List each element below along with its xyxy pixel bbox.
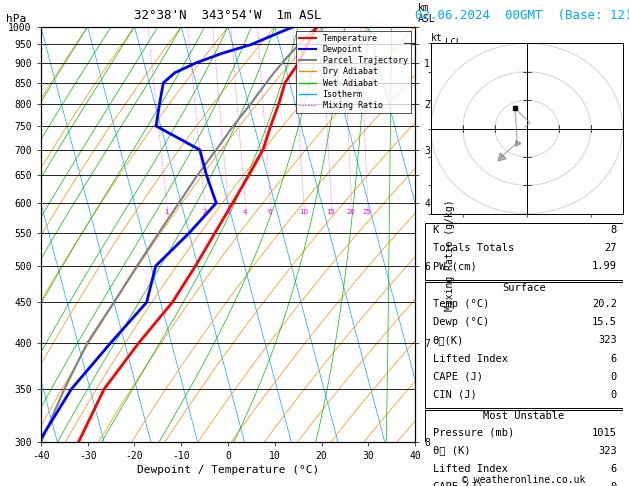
- Text: Mixing Ratio (g/kg): Mixing Ratio (g/kg): [445, 199, 455, 311]
- Text: 02.06.2024  00GMT  (Base: 12): 02.06.2024 00GMT (Base: 12): [415, 9, 629, 22]
- Text: 8: 8: [611, 226, 617, 235]
- Text: 6: 6: [611, 464, 617, 474]
- Text: 1: 1: [165, 208, 169, 215]
- Text: kt: kt: [431, 34, 443, 43]
- Text: 4: 4: [243, 208, 247, 215]
- Text: 1015: 1015: [592, 428, 617, 437]
- Text: 15.5: 15.5: [592, 317, 617, 328]
- Text: CAPE (J): CAPE (J): [433, 372, 482, 382]
- Text: 0: 0: [611, 372, 617, 382]
- Text: 0: 0: [611, 390, 617, 399]
- Text: 323: 323: [598, 446, 617, 455]
- Text: CIN (J): CIN (J): [433, 390, 476, 399]
- Text: Temp (°C): Temp (°C): [433, 299, 489, 309]
- X-axis label: Dewpoint / Temperature (°C): Dewpoint / Temperature (°C): [137, 466, 319, 475]
- Text: 3: 3: [226, 208, 230, 215]
- Text: K: K: [433, 226, 439, 235]
- Text: θᴇ(K): θᴇ(K): [433, 335, 464, 346]
- Text: 15: 15: [326, 208, 335, 215]
- Text: 0: 0: [611, 482, 617, 486]
- Text: CAPE (J): CAPE (J): [433, 482, 482, 486]
- Text: km
ASL: km ASL: [418, 3, 436, 24]
- Text: Surface: Surface: [502, 283, 545, 293]
- Text: Lifted Index: Lifted Index: [433, 464, 508, 474]
- Text: 2: 2: [203, 208, 207, 215]
- Text: © weatheronline.co.uk: © weatheronline.co.uk: [462, 475, 586, 485]
- Text: 1.99: 1.99: [592, 261, 617, 272]
- Text: Lifted Index: Lifted Index: [433, 353, 508, 364]
- Text: 27: 27: [604, 243, 617, 253]
- Text: hPa: hPa: [6, 14, 26, 24]
- Text: 25: 25: [362, 208, 371, 215]
- Text: θᴇ (K): θᴇ (K): [433, 446, 470, 455]
- Text: 6: 6: [268, 208, 272, 215]
- Text: LCL: LCL: [445, 38, 461, 47]
- Text: Most Unstable: Most Unstable: [483, 411, 564, 421]
- Text: Totals Totals: Totals Totals: [433, 243, 514, 253]
- Text: Pressure (mb): Pressure (mb): [433, 428, 514, 437]
- Text: 32°38'N  343°54'W  1m ASL: 32°38'N 343°54'W 1m ASL: [134, 9, 322, 22]
- Text: PW (cm): PW (cm): [433, 261, 476, 272]
- Text: 20: 20: [347, 208, 355, 215]
- Legend: Temperature, Dewpoint, Parcel Trajectory, Dry Adiabat, Wet Adiabat, Isotherm, Mi: Temperature, Dewpoint, Parcel Trajectory…: [296, 31, 411, 113]
- Text: 10: 10: [299, 208, 308, 215]
- Text: 6: 6: [611, 353, 617, 364]
- Text: 20.2: 20.2: [592, 299, 617, 309]
- Text: 323: 323: [598, 335, 617, 346]
- Text: Dewp (°C): Dewp (°C): [433, 317, 489, 328]
